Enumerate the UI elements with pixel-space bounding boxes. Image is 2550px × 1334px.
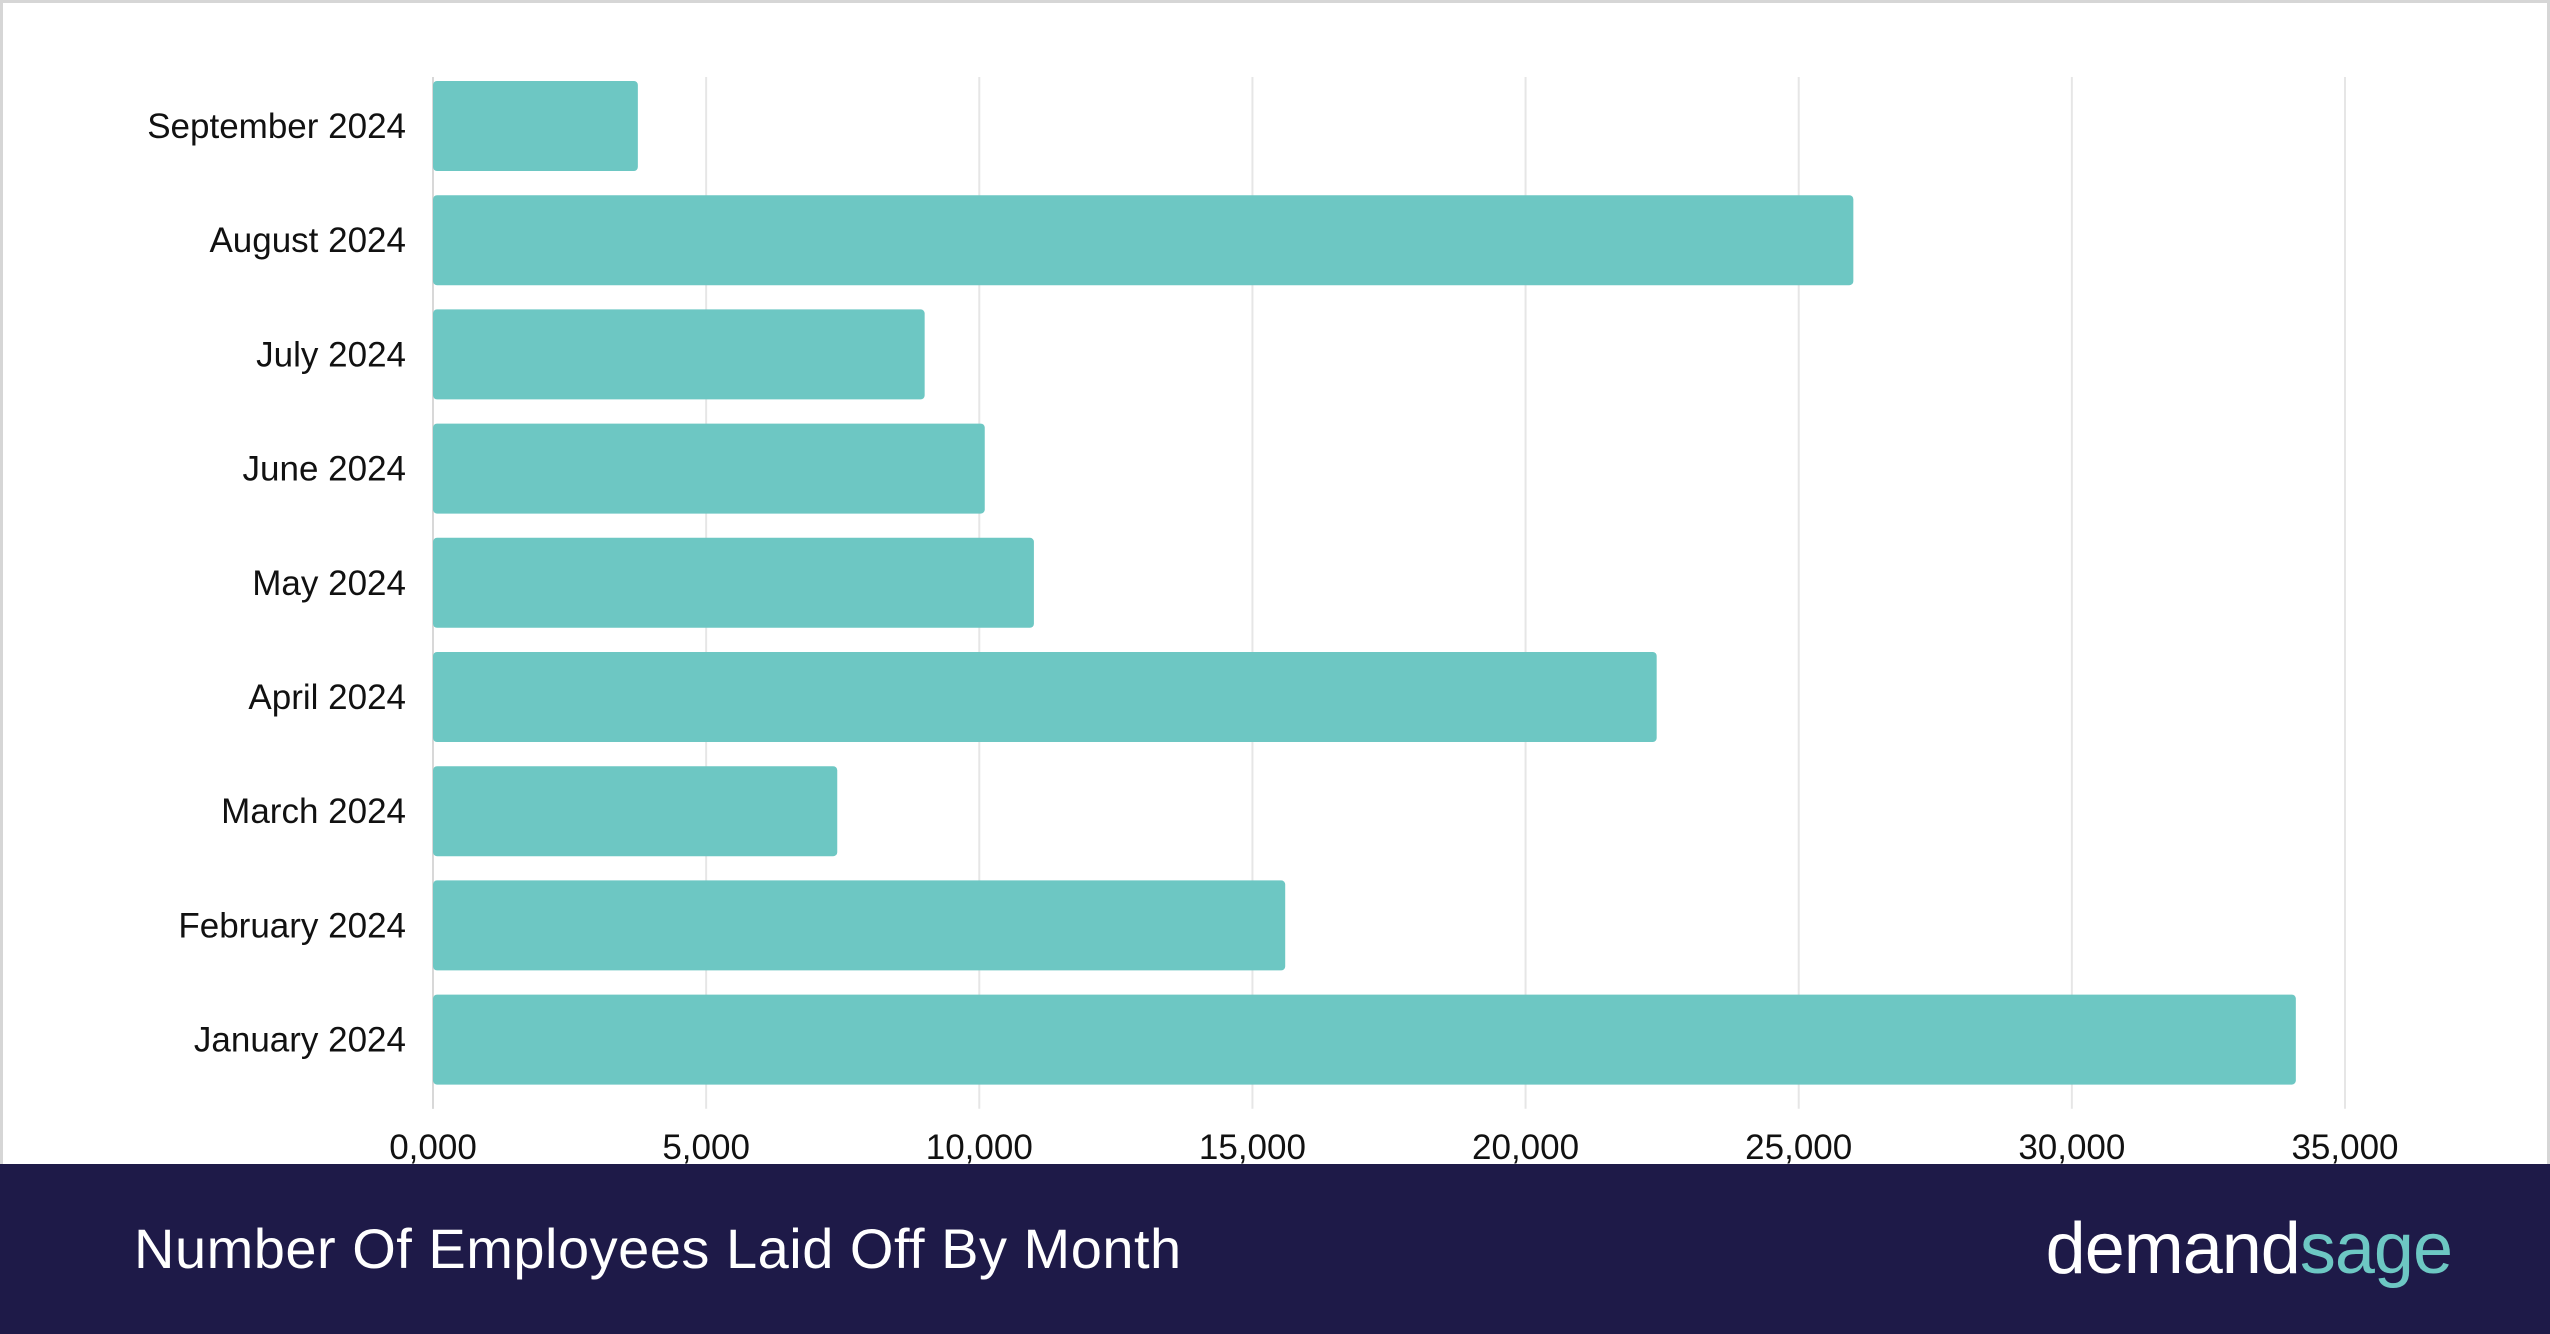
category-label: July 2024: [256, 335, 406, 374]
bar[interactable]: [433, 652, 1657, 742]
brand-logo-part2: sage: [2299, 1209, 2453, 1289]
category-label: June 2024: [243, 450, 406, 489]
category-label: May 2024: [252, 564, 406, 603]
x-tick-label: 35,000: [2291, 1128, 2398, 1167]
bar[interactable]: [433, 880, 1286, 971]
bar[interactable]: [433, 309, 925, 400]
bar-chart: September 2024 August 2024 July 2024 June 2…: [147, 77, 2399, 1167]
footer-banner: Number Of Employees Laid Off By Month de…: [0, 1164, 2550, 1334]
category-label: April 2024: [248, 678, 406, 717]
brand-logo-part1: demand: [2045, 1209, 2301, 1289]
category-label: August 2024: [209, 221, 406, 260]
bars: [433, 81, 2296, 1085]
x-tick-labels: 0,000 5,000 10,000 15,000 20,000 25,000 30,000…: [389, 1128, 2398, 1167]
x-tick-label: 30,000: [2018, 1128, 2125, 1167]
category-label: January 2024: [194, 1021, 406, 1060]
bar[interactable]: [433, 423, 985, 514]
x-tick-label: 0,000: [389, 1128, 477, 1167]
x-tick-label: 5,000: [662, 1128, 750, 1167]
x-tick-label: 10,000: [926, 1128, 1033, 1167]
bar[interactable]: [433, 994, 2296, 1085]
chart-title: Number Of Employees Laid Off By Month: [134, 1217, 1182, 1280]
x-tick-label: 20,000: [1472, 1128, 1579, 1167]
x-tick-label: 15,000: [1199, 1128, 1306, 1167]
bar[interactable]: [433, 195, 1854, 286]
x-tick-label: 25,000: [1745, 1128, 1852, 1167]
brand-logo[interactable]: demandsage: [2045, 1164, 2453, 1334]
category-label: February 2024: [178, 906, 406, 945]
bar[interactable]: [433, 81, 638, 171]
category-label: September 2024: [147, 107, 406, 146]
category-labels: September 2024 August 2024 July 2024 June 2…: [147, 107, 406, 1060]
bar[interactable]: [433, 537, 1034, 628]
category-label: March 2024: [221, 792, 406, 831]
bar[interactable]: [433, 766, 838, 857]
